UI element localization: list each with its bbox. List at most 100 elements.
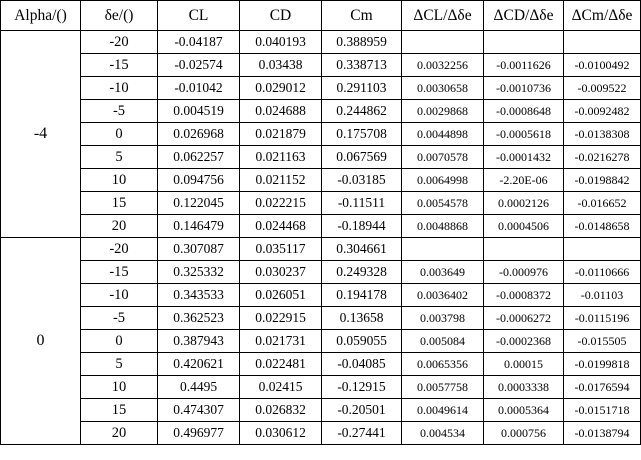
dcd-dde-cell: 0.0004506 <box>483 214 564 238</box>
dcm-dde-cell: -0.0138308 <box>563 122 641 146</box>
dcd-dde-cell: -0.0006272 <box>483 306 564 330</box>
delta-e-cell: -20 <box>80 237 158 261</box>
cd-cell: 0.030612 <box>239 421 322 445</box>
delta-e-cell: 15 <box>80 191 158 215</box>
alpha-value-cell: 0 <box>0 237 81 445</box>
dcl-dde-cell <box>401 237 484 261</box>
dcm-dde-cell: -0.0176594 <box>563 375 641 399</box>
delta-e-cell: 15 <box>80 398 158 422</box>
dcd-dde-cell <box>483 30 564 54</box>
dcl-dde-cell <box>401 30 484 54</box>
delta-e-cell: 20 <box>80 421 158 445</box>
cd-cell: 0.026051 <box>239 283 322 307</box>
delta-e-cell: -20 <box>80 30 158 54</box>
dcm-dde-cell <box>563 30 641 54</box>
table-row: -10 -0.01042 0.029012 0.291103 0.0030658 -0.0… <box>1 76 641 100</box>
table-row: 15 0.474307 0.026832 -0.20501 0.0049614 0.000… <box>1 398 641 422</box>
cd-cell: 0.024468 <box>239 214 322 238</box>
cd-cell: 0.021731 <box>239 329 322 353</box>
alpha-group: 0 -20 0.307087 0.035117 0.304661 -15 0.325332 0… <box>0 237 641 445</box>
cl-cell: -0.04187 <box>157 30 240 54</box>
dcm-dde-cell: -0.0115196 <box>563 306 641 330</box>
header-dcm-dde: ΔCm/Δδe <box>563 0 641 31</box>
dcm-dde-cell: -0.0110666 <box>563 260 641 284</box>
dcm-dde-cell: -0.0216278 <box>563 145 641 169</box>
cl-cell: 0.307087 <box>157 237 240 261</box>
table-row: 20 0.496977 0.030612 -0.27441 0.004534 0.0007… <box>1 421 641 445</box>
dcm-dde-cell: -0.0100492 <box>563 53 641 77</box>
cl-cell: 0.420621 <box>157 352 240 376</box>
cm-cell: 0.13658 <box>321 306 402 330</box>
dcd-dde-cell: -0.0001432 <box>483 145 564 169</box>
delta-e-cell: 5 <box>80 352 158 376</box>
cm-cell: 0.194178 <box>321 283 402 307</box>
dcm-dde-cell: -0.0151718 <box>563 398 641 422</box>
table-row: 15 0.122045 0.022215 -0.11511 0.0054578 0.000… <box>1 191 641 215</box>
cl-cell: 0.4495 <box>157 375 240 399</box>
dcd-dde-cell: -0.0005618 <box>483 122 564 146</box>
cl-cell: 0.496977 <box>157 421 240 445</box>
cm-cell: 0.067569 <box>321 145 402 169</box>
header-delta-e: δe/() <box>80 0 158 31</box>
delta-e-cell: 10 <box>80 375 158 399</box>
cl-cell: 0.474307 <box>157 398 240 422</box>
cl-cell: 0.343533 <box>157 283 240 307</box>
table-row: 5 0.420621 0.022481 -0.04085 0.0065356 0.0001… <box>1 352 641 376</box>
dcl-dde-cell: 0.0032256 <box>401 53 484 77</box>
cd-cell: 0.02415 <box>239 375 322 399</box>
cl-cell: 0.387943 <box>157 329 240 353</box>
cm-cell: 0.059055 <box>321 329 402 353</box>
dcm-dde-cell <box>563 237 641 261</box>
aero-coefficient-table: Alpha/() δe/() CL CD Cm ΔCL/Δδe ΔCD/Δδe … <box>0 0 641 445</box>
delta-e-cell: 20 <box>80 214 158 238</box>
cm-cell: -0.27441 <box>321 421 402 445</box>
dcl-dde-cell: 0.0065356 <box>401 352 484 376</box>
cm-cell: -0.11511 <box>321 191 402 215</box>
cl-cell: 0.026968 <box>157 122 240 146</box>
cm-cell: 0.175708 <box>321 122 402 146</box>
dcd-dde-cell: -0.0010736 <box>483 76 564 100</box>
dcm-dde-cell: -0.0092482 <box>563 99 641 123</box>
cl-cell: -0.02574 <box>157 53 240 77</box>
dcl-dde-cell: 0.0030658 <box>401 76 484 100</box>
header-dcl-dde: ΔCL/Δδe <box>401 0 484 31</box>
dcl-dde-cell: 0.0054578 <box>401 191 484 215</box>
cl-cell: 0.062257 <box>157 145 240 169</box>
table-row: 10 0.094756 0.021152 -0.03185 0.0064998 -2.20… <box>1 168 641 192</box>
dcl-dde-cell: 0.0044898 <box>401 122 484 146</box>
cd-cell: 0.024688 <box>239 99 322 123</box>
dcl-dde-cell: 0.0070578 <box>401 145 484 169</box>
header-alpha: Alpha/() <box>0 0 81 31</box>
cl-cell: 0.325332 <box>157 260 240 284</box>
alpha-value-cell: -4 <box>0 30 81 238</box>
dcd-dde-cell: -0.0011626 <box>483 53 564 77</box>
dcd-dde-cell: -0.0002368 <box>483 329 564 353</box>
dcd-dde-cell: 0.0003338 <box>483 375 564 399</box>
dcl-dde-cell: 0.0057758 <box>401 375 484 399</box>
dcd-dde-cell <box>483 237 564 261</box>
cl-cell: 0.004519 <box>157 99 240 123</box>
dcd-dde-cell: 0.0002126 <box>483 191 564 215</box>
cm-cell: 0.338713 <box>321 53 402 77</box>
cm-cell: -0.12915 <box>321 375 402 399</box>
dcd-dde-cell: 0.000756 <box>483 421 564 445</box>
delta-e-cell: -15 <box>80 260 158 284</box>
table-row: 10 0.4495 0.02415 -0.12915 0.0057758 0.000333… <box>1 375 641 399</box>
header-cl: CL <box>157 0 240 31</box>
cd-cell: 0.021163 <box>239 145 322 169</box>
dcl-dde-cell: 0.0064998 <box>401 168 484 192</box>
dcd-dde-cell: 0.0005364 <box>483 398 564 422</box>
cm-cell: 0.304661 <box>321 237 402 261</box>
cl-cell: 0.362523 <box>157 306 240 330</box>
header-dcd-dde: ΔCD/Δδe <box>483 0 564 31</box>
header-cm: Cm <box>321 0 402 31</box>
dcd-dde-cell: -0.000976 <box>483 260 564 284</box>
delta-e-cell: -5 <box>80 99 158 123</box>
cm-cell: -0.03185 <box>321 168 402 192</box>
dcm-dde-cell: -0.01103 <box>563 283 641 307</box>
table-row: 0 0.026968 0.021879 0.175708 0.0044898 -0.000… <box>1 122 641 146</box>
delta-e-cell: -15 <box>80 53 158 77</box>
dcm-dde-cell: -0.0199818 <box>563 352 641 376</box>
cm-cell: 0.388959 <box>321 30 402 54</box>
table-row: -5 0.362523 0.022915 0.13658 0.003798 -0.0006… <box>1 306 641 330</box>
